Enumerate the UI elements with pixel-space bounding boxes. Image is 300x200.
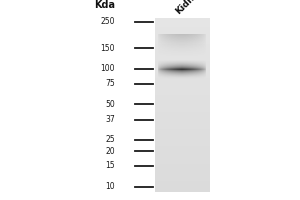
Text: Kda: Kda — [94, 0, 115, 10]
Text: 150: 150 — [100, 44, 115, 53]
Text: 250: 250 — [100, 17, 115, 26]
Text: 100: 100 — [100, 64, 115, 73]
Text: 10: 10 — [105, 182, 115, 191]
Text: 25: 25 — [105, 135, 115, 144]
Text: 50: 50 — [105, 100, 115, 109]
Text: Kidney: Kidney — [174, 0, 205, 16]
Text: 15: 15 — [105, 161, 115, 170]
Text: 75: 75 — [105, 79, 115, 88]
Text: 20: 20 — [105, 147, 115, 156]
Text: 37: 37 — [105, 115, 115, 124]
